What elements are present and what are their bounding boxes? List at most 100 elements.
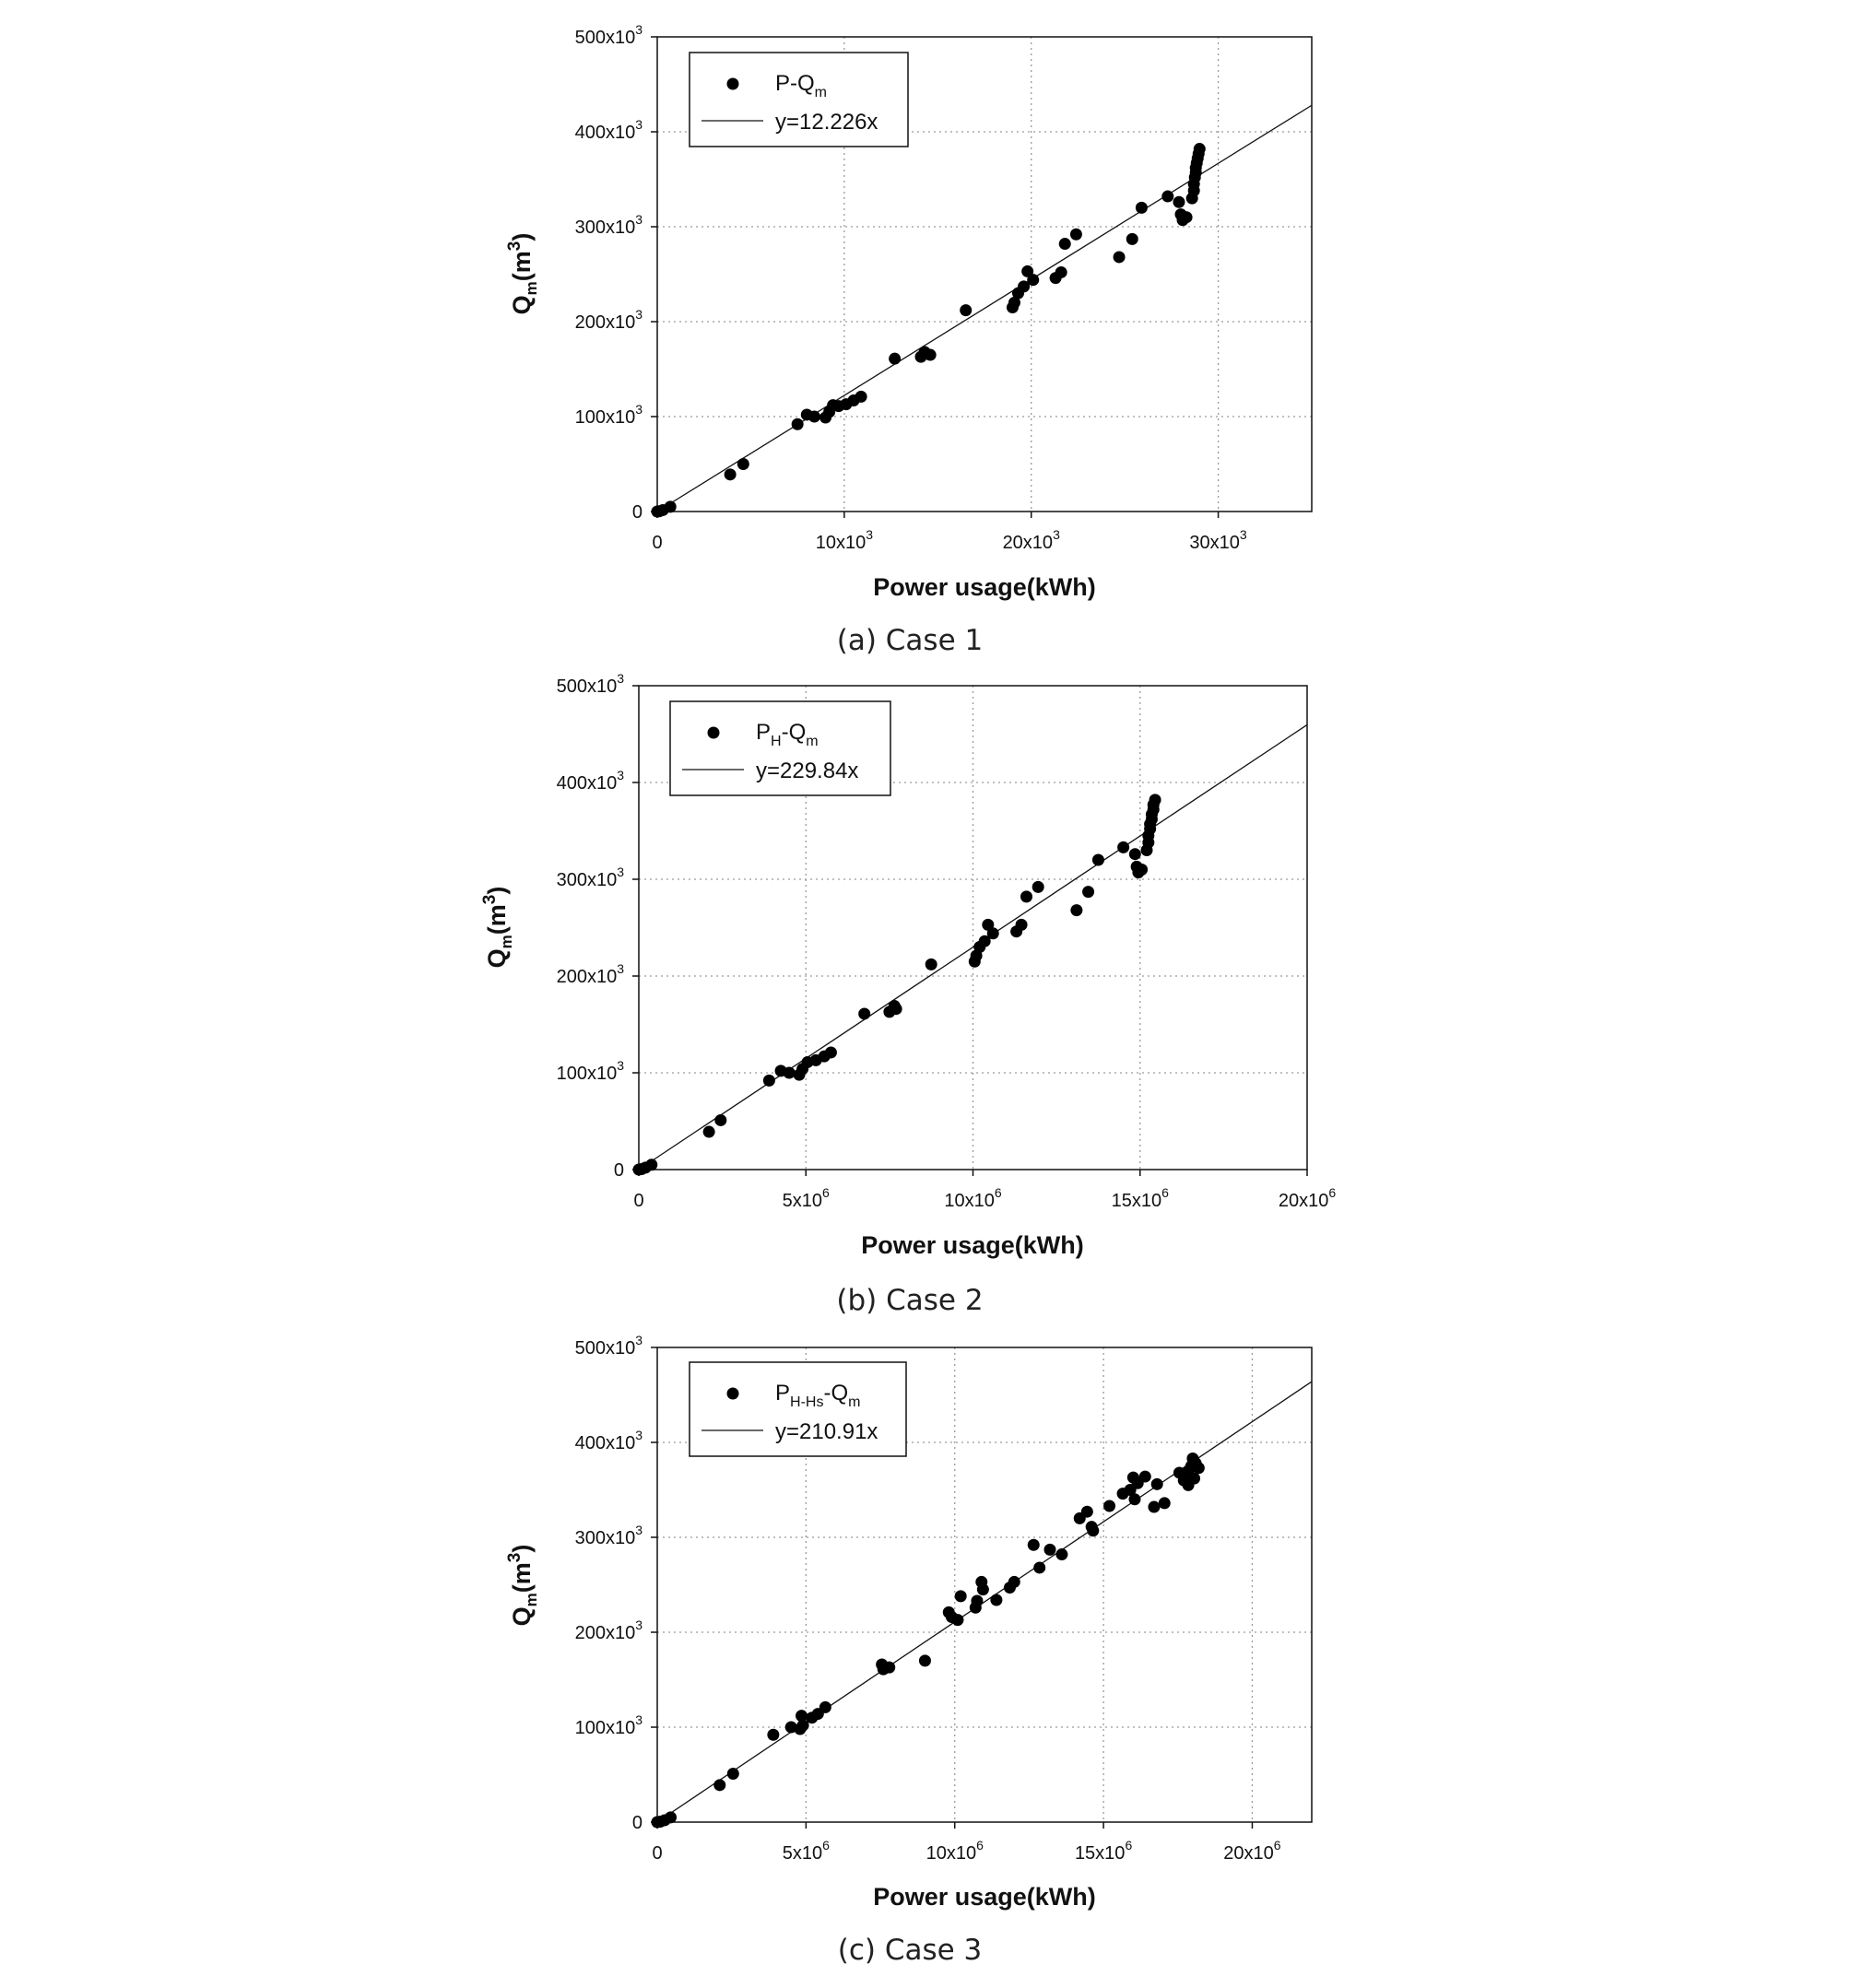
y-axis-title: Qm(m3) [505,233,540,315]
legend-series-label: PH-Hs-Qm [775,1381,860,1410]
data-point [890,1003,902,1016]
legend-box [689,52,909,147]
y-tick-label: 300x103 [575,1523,643,1548]
y-tick-label: 100x103 [557,1058,625,1084]
chart-panel-2: 0 100x103 200x103 300x103 400x103 500x103 0 5x1… [480,671,1336,1317]
x-tick-label: 15x106 [1075,1838,1133,1864]
data-point [819,1700,831,1713]
data-point [951,1614,964,1627]
data-point [1080,1505,1093,1518]
legend-marker-icon [707,726,720,739]
legend: PH-Qm y=229.84x [669,700,891,796]
data-point [1043,1543,1056,1556]
x-axis-title: Power usage(kWh) [861,1231,1084,1259]
data-point [1091,853,1104,866]
data-point [1192,1462,1205,1475]
plot-frame [656,1347,1313,1823]
x-tick-label: 5x106 [783,1185,830,1211]
data-point [1136,864,1149,876]
y-tick-label: 400x103 [557,768,625,794]
data-point [889,352,902,365]
data-point [1149,794,1161,806]
data-point [1058,238,1071,251]
data-point [1148,1500,1161,1513]
data-point [1158,1497,1171,1510]
chart-panel-1: 0 100x103 200x103 300x103 400x103 500x103 0 10x… [505,22,1313,657]
legend-series-label: P-Qm [775,71,827,100]
data-point [1027,1538,1040,1551]
data-point [1180,211,1193,224]
data-point [1069,228,1082,241]
data-point [1033,1561,1046,1574]
data-point [1070,904,1083,917]
data-point [665,1811,678,1824]
data-point [1161,190,1174,203]
data-point [724,468,737,481]
legend-marker-icon [726,77,739,90]
data-point [986,927,999,940]
x-tick-label: 10x106 [926,1838,984,1864]
data-point [858,1007,871,1020]
y-tick-label: 0 [632,502,643,523]
x-tick-label: 0 [652,533,662,553]
y-tick-label: 500x103 [575,1333,643,1359]
y-tick-label: 500x103 [575,22,643,48]
legend: PH-Hs-Qm y=210.91x [689,1361,907,1457]
figure-caption: (c) Case 3 [838,1934,983,1967]
data-point [1015,918,1028,931]
data-point [990,1594,1003,1606]
data-point [855,390,867,403]
y-tick-label: 300x103 [557,865,625,890]
data-point [1021,265,1034,277]
x-tick-label: 0 [652,1843,662,1864]
data-point [1128,1493,1141,1506]
data-point [767,1728,780,1741]
y-tick-label: 200x103 [575,307,643,333]
data-point [1173,195,1185,208]
data-point [971,1594,984,1607]
data-point [1113,251,1126,264]
legend-fit-label: y=12.226x [775,110,878,135]
x-tick-label: 15x106 [1112,1185,1170,1211]
data-point [1135,201,1148,214]
x-tick-label: 10x106 [944,1185,1002,1211]
data-point [1128,848,1141,861]
data-point [954,1590,967,1603]
data-point [726,1767,739,1780]
y-tick-label: 200x103 [557,961,625,987]
y-tick-label: 0 [632,1813,643,1833]
data-point [791,418,804,430]
data-point [808,410,820,423]
legend-marker-icon [726,1387,739,1400]
fit-line [638,723,1308,1170]
y-tick-label: 400x103 [575,1428,643,1453]
data-point [925,958,937,970]
y-tick-label: 300x103 [575,212,643,238]
data-point [982,918,995,931]
data-point [1008,1575,1020,1588]
data-point [714,1113,727,1126]
data-point [924,348,937,361]
data-point [918,1654,931,1667]
x-axis-title: Power usage(kWh) [873,573,1096,601]
legend-fit-label: y=229.84x [756,759,858,783]
data-point [784,1721,797,1734]
data-point [978,935,991,947]
data-point [1188,1472,1201,1485]
chart-panel-3: 0 100x103 200x103 300x103 400x103 500x103 0 5x1… [505,1333,1313,1967]
data-point [883,1661,896,1674]
y-tick-label: 400x103 [575,117,643,143]
x-tick-label: 20x106 [1279,1185,1337,1211]
x-tick-label: 5x106 [783,1838,830,1864]
data-point [664,500,677,513]
data-point [1087,1524,1100,1537]
y-tick-label: 100x103 [575,1712,643,1738]
data-point [1117,841,1130,853]
plot-frame [656,36,1313,512]
x-axis-title: Power usage(kWh) [873,1883,1096,1911]
data-point [1126,232,1138,245]
data-point [737,458,749,470]
data-point [762,1074,775,1087]
data-point [1193,143,1206,156]
data-point [1055,265,1067,278]
